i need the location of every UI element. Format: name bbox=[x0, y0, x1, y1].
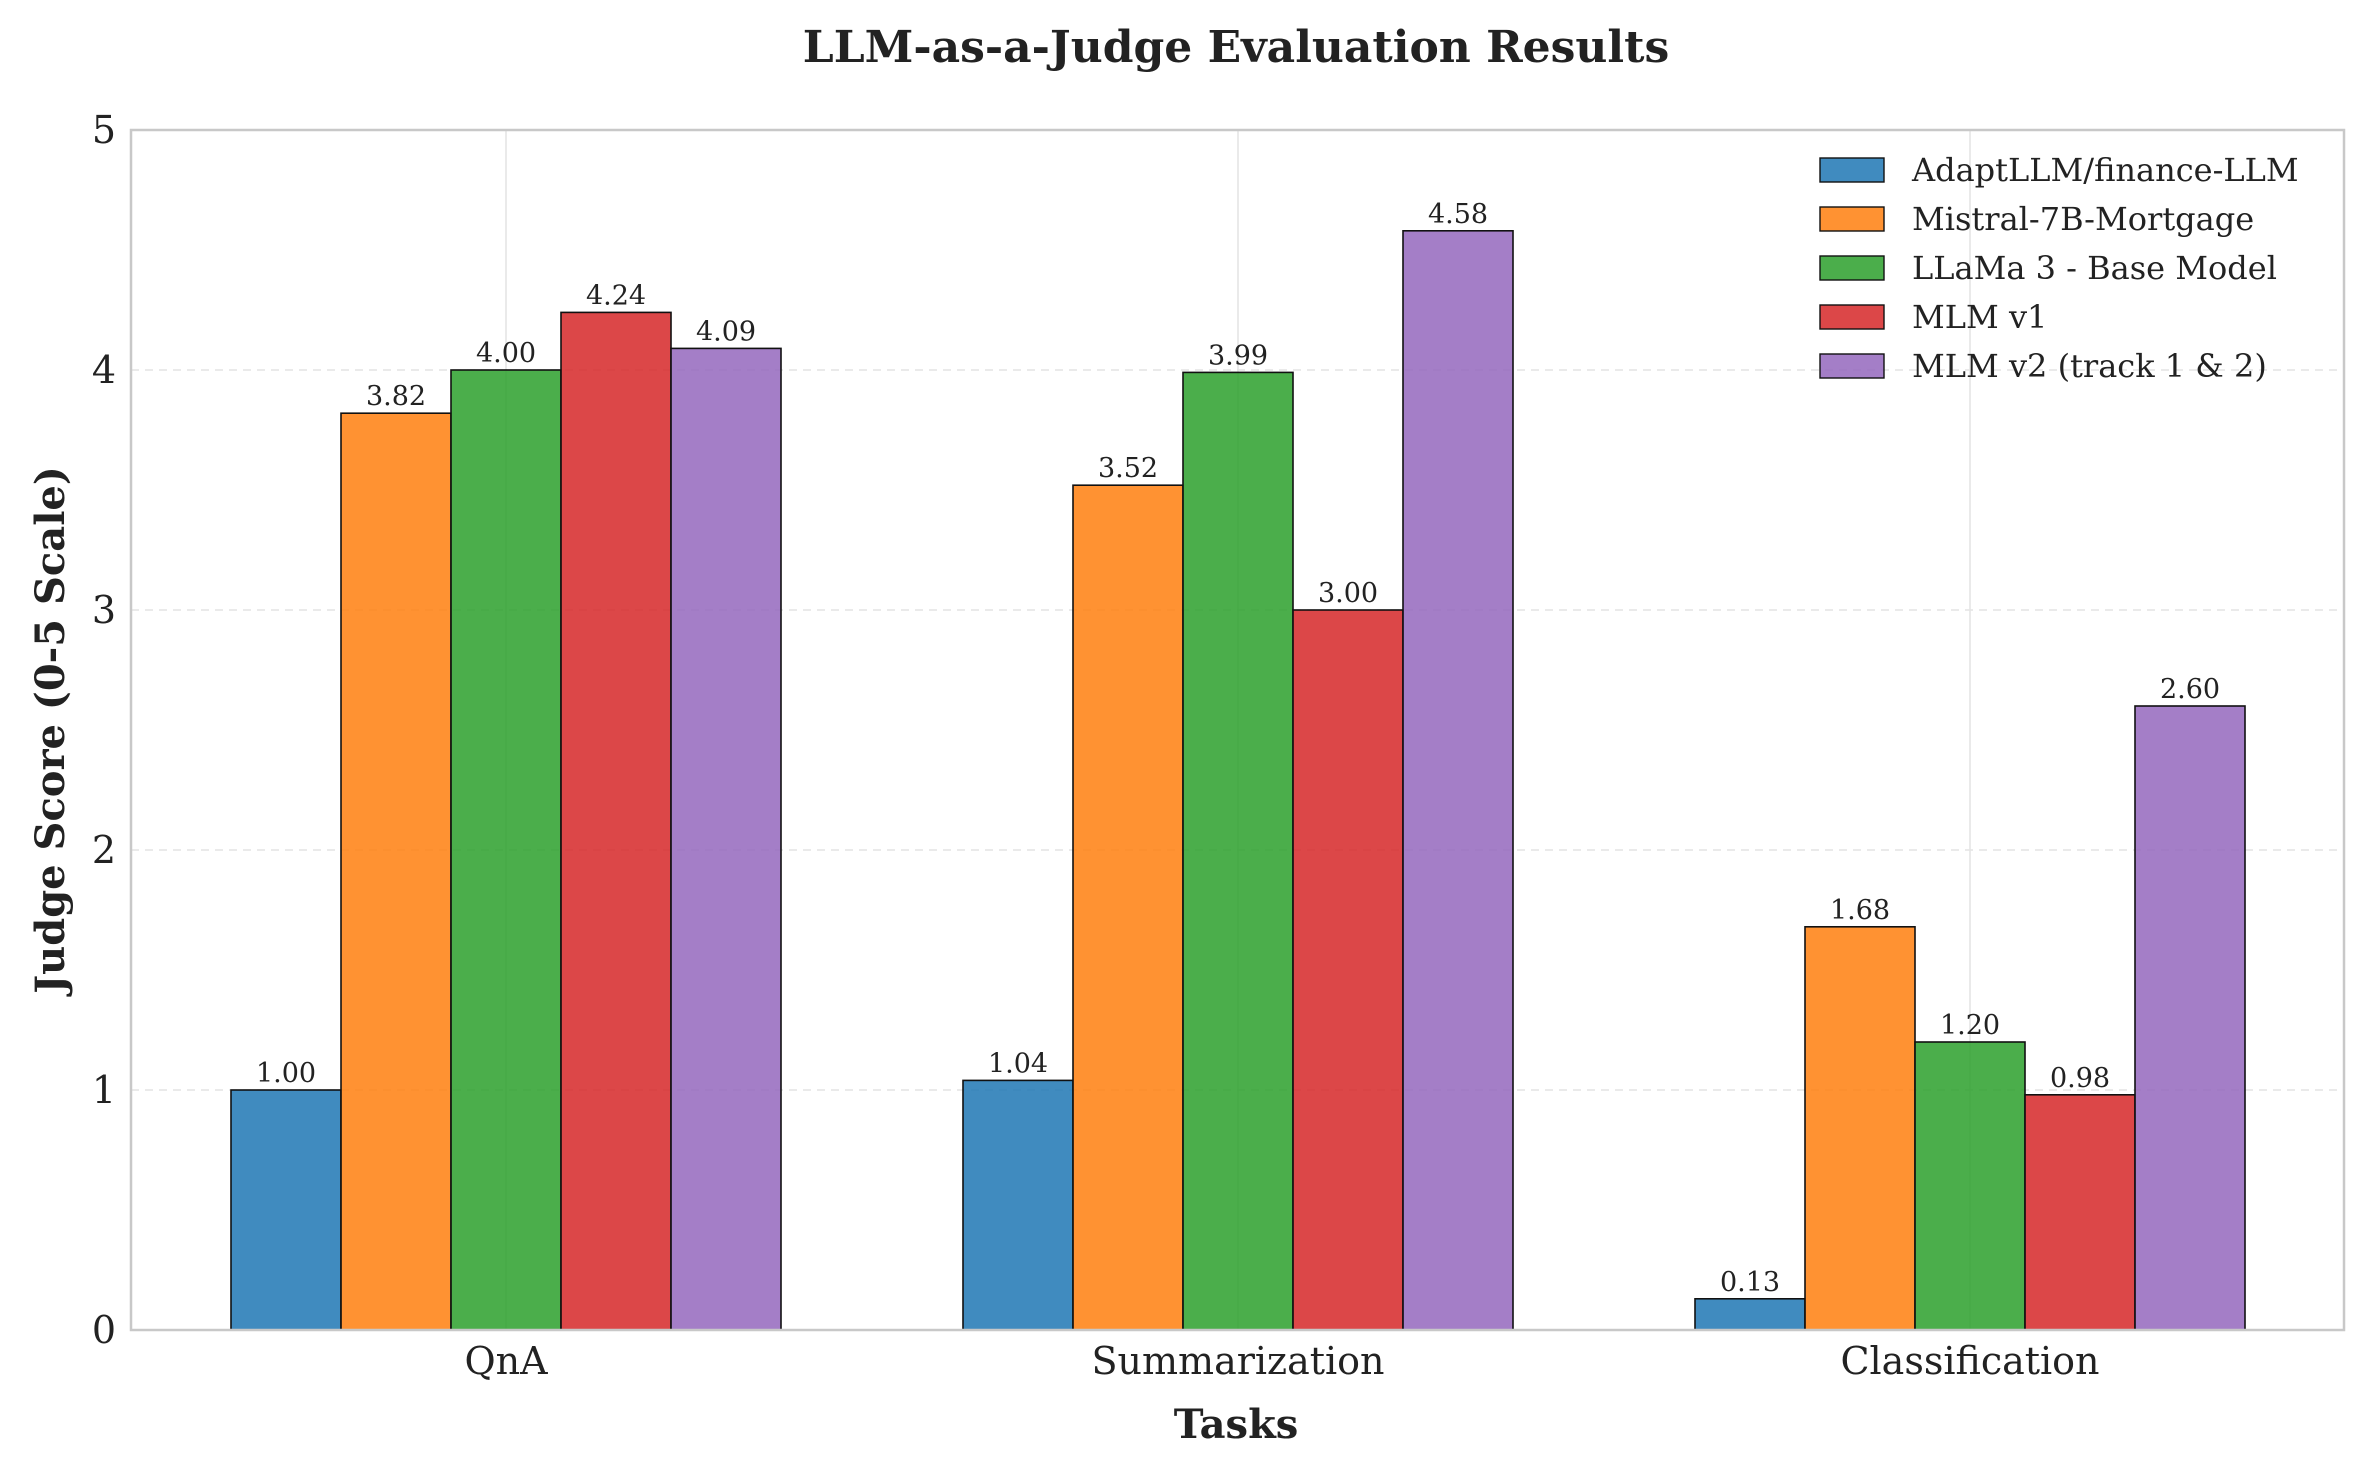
bar bbox=[2024, 1094, 2136, 1331]
legend-label: AdaptLLM/finance-LLM bbox=[1911, 151, 2299, 189]
chart-title: LLM-as-a-Judge Evaluation Results bbox=[803, 22, 1669, 73]
y-tick-label: 2 bbox=[92, 828, 116, 872]
legend-swatch bbox=[1819, 157, 1885, 183]
plot-frame bbox=[129, 128, 2346, 1332]
bar bbox=[230, 1089, 342, 1331]
y-tick-label: 4 bbox=[92, 348, 116, 392]
legend-swatch bbox=[1819, 255, 1885, 281]
bars-layer bbox=[230, 230, 2246, 1331]
data-label: 0.13 bbox=[1720, 1267, 1780, 1298]
legend-swatch bbox=[1819, 353, 1885, 379]
legend: AdaptLLM/finance-LLM Mistral-7B-Mortgage L… bbox=[1819, 151, 2299, 385]
bar bbox=[450, 369, 562, 1331]
legend-label: MLM v1 bbox=[1912, 298, 2047, 336]
data-label: 0.98 bbox=[2050, 1063, 2110, 1094]
data-label: 3.82 bbox=[366, 381, 426, 412]
legend-label: LLaMa 3 - Base Model bbox=[1912, 249, 2277, 287]
bar bbox=[2134, 705, 2246, 1331]
bar bbox=[1072, 484, 1184, 1331]
bar bbox=[560, 311, 672, 1331]
bar bbox=[670, 347, 782, 1331]
data-labels-layer: 1.00 1.04 0.13 3.82 3.52 1.68 4.00 3.99 1.20 4.24… bbox=[256, 199, 2220, 1298]
data-label: 1.20 bbox=[1940, 1010, 2000, 1041]
data-label: 3.52 bbox=[1098, 453, 1158, 484]
y-tick-label: 3 bbox=[92, 588, 116, 632]
data-label: 4.58 bbox=[1428, 199, 1488, 230]
data-label: 3.99 bbox=[1208, 340, 1268, 371]
data-label: 1.04 bbox=[988, 1048, 1048, 1079]
data-label: 2.60 bbox=[2160, 674, 2220, 705]
bar bbox=[1182, 371, 1294, 1331]
bar bbox=[1914, 1041, 2026, 1331]
legend-swatch bbox=[1819, 304, 1885, 330]
x-tick-label: QnA bbox=[464, 1339, 548, 1383]
bar bbox=[1694, 1298, 1806, 1331]
bar bbox=[962, 1079, 1074, 1331]
ticks-layer: 0 1 2 3 4 5 QnA Summarization Classification bbox=[92, 108, 2100, 1383]
data-label: 4.24 bbox=[586, 280, 646, 311]
data-label: 3.00 bbox=[1318, 578, 1378, 609]
x-axis-label: Tasks bbox=[1174, 1401, 1299, 1448]
y-tick-label: 0 bbox=[92, 1308, 116, 1352]
data-label: 1.68 bbox=[1830, 895, 1890, 926]
bar bbox=[1402, 230, 1514, 1331]
data-label: 1.00 bbox=[256, 1058, 316, 1089]
data-label: 4.00 bbox=[476, 338, 536, 369]
bar bbox=[1292, 609, 1404, 1331]
x-tick-label: Summarization bbox=[1092, 1339, 1385, 1383]
y-axis-label: Judge Score (0-5 Scale) bbox=[27, 466, 74, 997]
bar bbox=[340, 412, 452, 1331]
y-tick-label: 1 bbox=[92, 1068, 116, 1112]
legend-label: MLM v2 (track 1 & 2) bbox=[1912, 347, 2267, 385]
legend-swatch bbox=[1819, 206, 1885, 232]
data-label: 4.09 bbox=[696, 316, 756, 347]
bar bbox=[1804, 925, 1916, 1331]
y-tick-label: 5 bbox=[92, 108, 116, 152]
x-tick-label: Classification bbox=[1840, 1339, 2099, 1383]
legend-label: Mistral-7B-Mortgage bbox=[1912, 200, 2254, 238]
